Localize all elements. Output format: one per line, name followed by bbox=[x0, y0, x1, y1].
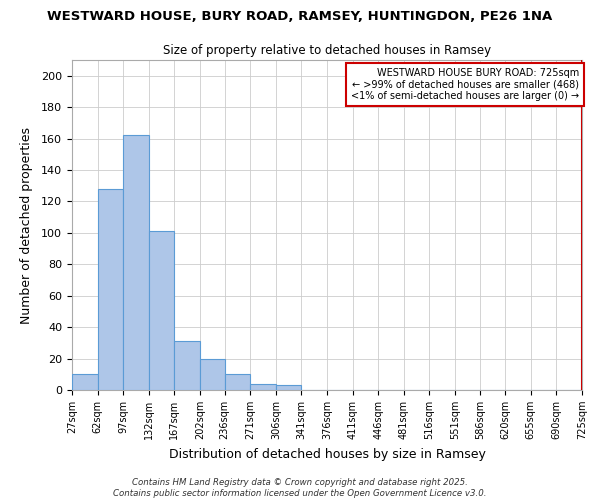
Bar bbox=[200, 358, 225, 390]
Text: WESTWARD HOUSE BURY ROAD: 725sqm
← >99% of detached houses are smaller (468)
<1%: WESTWARD HOUSE BURY ROAD: 725sqm ← >99% … bbox=[352, 68, 580, 102]
Bar bbox=[123, 136, 149, 390]
Y-axis label: Number of detached properties: Number of detached properties bbox=[20, 126, 33, 324]
Bar bbox=[276, 386, 301, 390]
Text: WESTWARD HOUSE, BURY ROAD, RAMSEY, HUNTINGDON, PE26 1NA: WESTWARD HOUSE, BURY ROAD, RAMSEY, HUNTI… bbox=[47, 10, 553, 23]
Bar bbox=[72, 374, 98, 390]
Bar bbox=[225, 374, 250, 390]
Bar bbox=[250, 384, 276, 390]
Text: Contains HM Land Registry data © Crown copyright and database right 2025.
Contai: Contains HM Land Registry data © Crown c… bbox=[113, 478, 487, 498]
Bar bbox=[149, 232, 174, 390]
Bar bbox=[174, 342, 200, 390]
X-axis label: Distribution of detached houses by size in Ramsey: Distribution of detached houses by size … bbox=[169, 448, 485, 460]
Title: Size of property relative to detached houses in Ramsey: Size of property relative to detached ho… bbox=[163, 44, 491, 58]
Bar bbox=[98, 189, 123, 390]
